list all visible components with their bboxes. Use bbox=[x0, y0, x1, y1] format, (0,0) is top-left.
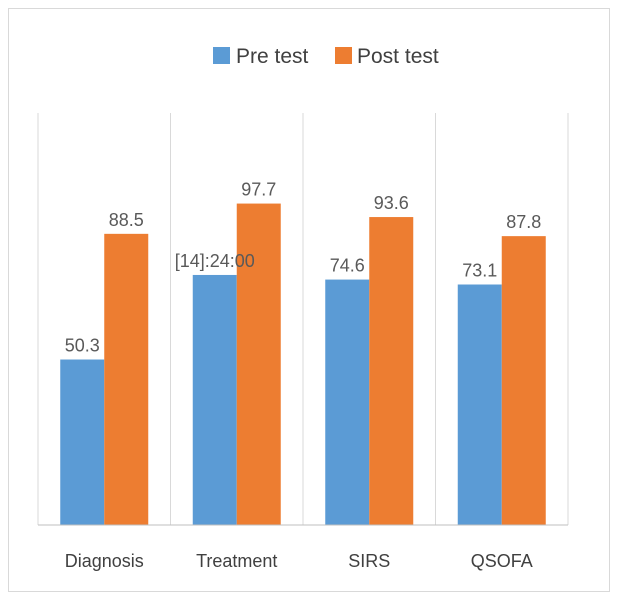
bar-treatment-pre bbox=[192, 274, 237, 525]
legend-label-post: Post test bbox=[357, 45, 439, 68]
legend-label-pre: Pre test bbox=[236, 45, 309, 68]
data-label: [14]:24:00 bbox=[175, 251, 255, 271]
category-separators bbox=[37, 113, 569, 525]
bar-diagnosis-pre bbox=[60, 359, 105, 525]
category-labels: Diagnosis Treatment SIRS QSOFA bbox=[65, 551, 533, 571]
bar-sirs-pre bbox=[325, 279, 370, 525]
data-label: 93.6 bbox=[374, 193, 409, 213]
data-label: 73.1 bbox=[462, 261, 497, 281]
bar-qsofa-pre bbox=[457, 284, 502, 525]
data-label: 88.5 bbox=[109, 210, 144, 230]
legend-swatch-post bbox=[335, 47, 352, 64]
data-label: 97.7 bbox=[241, 180, 276, 200]
category-label-treatment: Treatment bbox=[196, 551, 277, 571]
category-label-diagnosis: Diagnosis bbox=[65, 551, 144, 571]
bars bbox=[60, 203, 546, 525]
category-label-sirs: SIRS bbox=[348, 551, 390, 571]
legend: Pre test Post test bbox=[213, 45, 439, 68]
data-labels: 50.3 88.5 [14]:24:00 97.7 74.6 93.6 73.1 87.8 bbox=[65, 180, 542, 356]
data-label: 87.8 bbox=[506, 212, 541, 232]
legend-swatch-pre bbox=[213, 47, 230, 64]
bar-diagnosis-post bbox=[104, 233, 149, 525]
data-label: 50.3 bbox=[65, 336, 100, 356]
category-label-qsofa: QSOFA bbox=[471, 551, 533, 571]
bar-treatment-post bbox=[236, 203, 281, 525]
bar-sirs-post bbox=[369, 217, 414, 525]
bar-qsofa-post bbox=[501, 236, 546, 525]
data-label: 74.6 bbox=[330, 256, 365, 276]
